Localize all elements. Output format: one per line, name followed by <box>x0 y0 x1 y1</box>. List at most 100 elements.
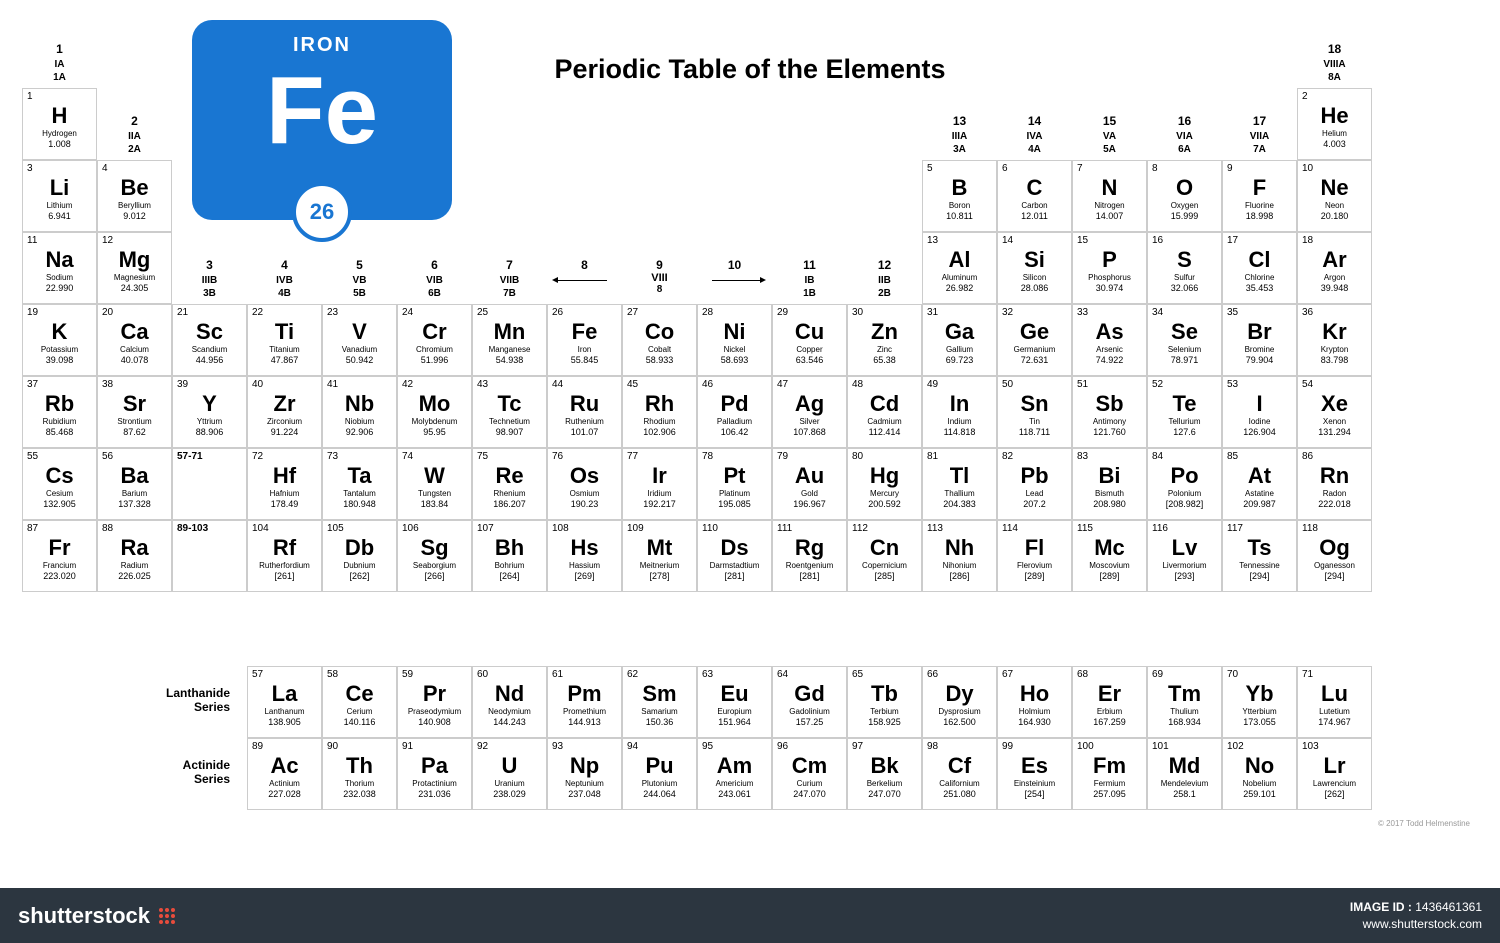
element-cell-tm: 69TmThulium168.934 <box>1147 666 1222 738</box>
atomic-number: 74 <box>402 451 413 462</box>
element-symbol: Bi <box>1076 465 1143 487</box>
element-name: Americium <box>701 779 768 788</box>
atomic-mass: 30.974 <box>1076 283 1143 293</box>
atomic-mass: 247.070 <box>776 789 843 799</box>
element-name: Neon <box>1301 201 1368 210</box>
group-header-16: 16VIA6A <box>1147 114 1222 156</box>
atomic-mass: 257.095 <box>1076 789 1143 799</box>
atomic-mass: 168.934 <box>1151 717 1218 727</box>
element-symbol: Db <box>326 537 393 559</box>
element-cell-th: 90ThThorium232.038 <box>322 738 397 810</box>
element-cell-y: 39YYttrium88.906 <box>172 376 247 448</box>
element-symbol: Ne <box>1301 177 1368 199</box>
element-symbol: Np <box>551 755 618 777</box>
element-name: Carbon <box>1001 201 1068 210</box>
atomic-number: 10 <box>1302 163 1313 174</box>
atomic-number: 80 <box>852 451 863 462</box>
element-name: Lead <box>1001 489 1068 498</box>
atomic-number: 75 <box>477 451 488 462</box>
element-name: Rutherfordium <box>251 561 318 570</box>
element-cell-tl: 81TlThallium204.383 <box>922 448 997 520</box>
atomic-mass: 144.913 <box>551 717 618 727</box>
element-symbol: Au <box>776 465 843 487</box>
atomic-mass: 231.036 <box>401 789 468 799</box>
element-cell-bk: 97BkBerkelium247.070 <box>847 738 922 810</box>
element-name: Tungsten <box>401 489 468 498</box>
element-symbol: Mg <box>101 249 168 271</box>
element-name: Strontium <box>101 417 168 426</box>
element-cell-ac: 89AcActinium227.028 <box>247 738 322 810</box>
element-name: Scandium <box>176 345 243 354</box>
atomic-number: 76 <box>552 451 563 462</box>
atomic-number: 115 <box>1077 523 1093 534</box>
element-cell-mo: 42MoMolybdenum95.95 <box>397 376 472 448</box>
atomic-mass: 69.723 <box>926 355 993 365</box>
element-name: Astatine <box>1226 489 1293 498</box>
element-name: Darmstadtium <box>701 561 768 570</box>
element-name: Europium <box>701 707 768 716</box>
element-cell-re: 75ReRhenium186.207 <box>472 448 547 520</box>
element-symbol: Hs <box>551 537 618 559</box>
element-name: Promethium <box>551 707 618 716</box>
element-symbol: Nb <box>326 393 393 415</box>
element-name: Copernicium <box>851 561 918 570</box>
atomic-number: 110 <box>702 523 718 534</box>
element-cell-fr: 87FrFrancium223.020 <box>22 520 97 592</box>
atomic-mass: 85.468 <box>26 427 93 437</box>
element-name: Actinium <box>251 779 318 788</box>
atomic-mass: 192.217 <box>626 499 693 509</box>
element-name: Chromium <box>401 345 468 354</box>
element-cell-te: 52TeTellurium127.6 <box>1147 376 1222 448</box>
atomic-mass: 106.42 <box>701 427 768 437</box>
element-name: Xenon <box>1301 417 1368 426</box>
element-cell-p: 15PPhosphorus30.974 <box>1072 232 1147 304</box>
element-cell-hf: 72HfHafnium178.49 <box>247 448 322 520</box>
element-name: Titanium <box>251 345 318 354</box>
atomic-mass: 101.07 <box>551 427 618 437</box>
element-cell-na: 11NaSodium22.990 <box>22 232 97 304</box>
element-symbol: Lr <box>1301 755 1368 777</box>
element-cell-sc: 21ScScandium44.956 <box>172 304 247 376</box>
atomic-mass: 207.2 <box>1001 499 1068 509</box>
element-symbol: Es <box>1001 755 1068 777</box>
element-name: Cobalt <box>626 345 693 354</box>
atomic-mass: [278] <box>626 571 693 581</box>
atomic-number: 23 <box>327 307 338 318</box>
element-cell-lr: 103LrLawrencium[262] <box>1297 738 1372 810</box>
atomic-number: 99 <box>1002 741 1013 752</box>
element-cell-zr: 40ZrZirconium91.224 <box>247 376 322 448</box>
element-cell-mc: 115McMoscovium[289] <box>1072 520 1147 592</box>
element-name: Barium <box>101 489 168 498</box>
atomic-mass: 22.990 <box>26 283 93 293</box>
atomic-mass: 144.243 <box>476 717 543 727</box>
atomic-number: 62 <box>627 669 638 680</box>
atomic-number: 73 <box>327 451 338 462</box>
element-name: Cadmium <box>851 417 918 426</box>
element-symbol: Bk <box>851 755 918 777</box>
atomic-number: 104 <box>252 523 269 534</box>
atomic-number: 15 <box>1077 235 1088 246</box>
atomic-number: 105 <box>327 523 344 534</box>
atomic-number: 79 <box>777 451 788 462</box>
element-cell-ar: 18ArArgon39.948 <box>1297 232 1372 304</box>
element-symbol: U <box>476 755 543 777</box>
element-name: Lawrencium <box>1301 779 1368 788</box>
element-name: Rubidium <box>26 417 93 426</box>
atomic-number: 90 <box>327 741 338 752</box>
atomic-mass: [254] <box>1001 789 1068 799</box>
element-name: Rhenium <box>476 489 543 498</box>
element-name: Californium <box>926 779 993 788</box>
element-name: Niobium <box>326 417 393 426</box>
atomic-mass: 251.080 <box>926 789 993 799</box>
element-cell-la: 57LaLanthanum138.905 <box>247 666 322 738</box>
atomic-number: 66 <box>927 669 938 680</box>
element-cell-c: 6CCarbon12.011 <box>997 160 1072 232</box>
element-name: Technetium <box>476 417 543 426</box>
stock-info: IMAGE ID : 1436461361 www.shutterstock.c… <box>1350 899 1482 933</box>
element-cell-li: 3LiLithium6.941 <box>22 160 97 232</box>
element-symbol: Co <box>626 321 693 343</box>
atomic-mass: 74.922 <box>1076 355 1143 365</box>
element-name: Thulium <box>1151 707 1218 716</box>
atomic-number: 84 <box>1152 451 1163 462</box>
element-symbol: Th <box>326 755 393 777</box>
